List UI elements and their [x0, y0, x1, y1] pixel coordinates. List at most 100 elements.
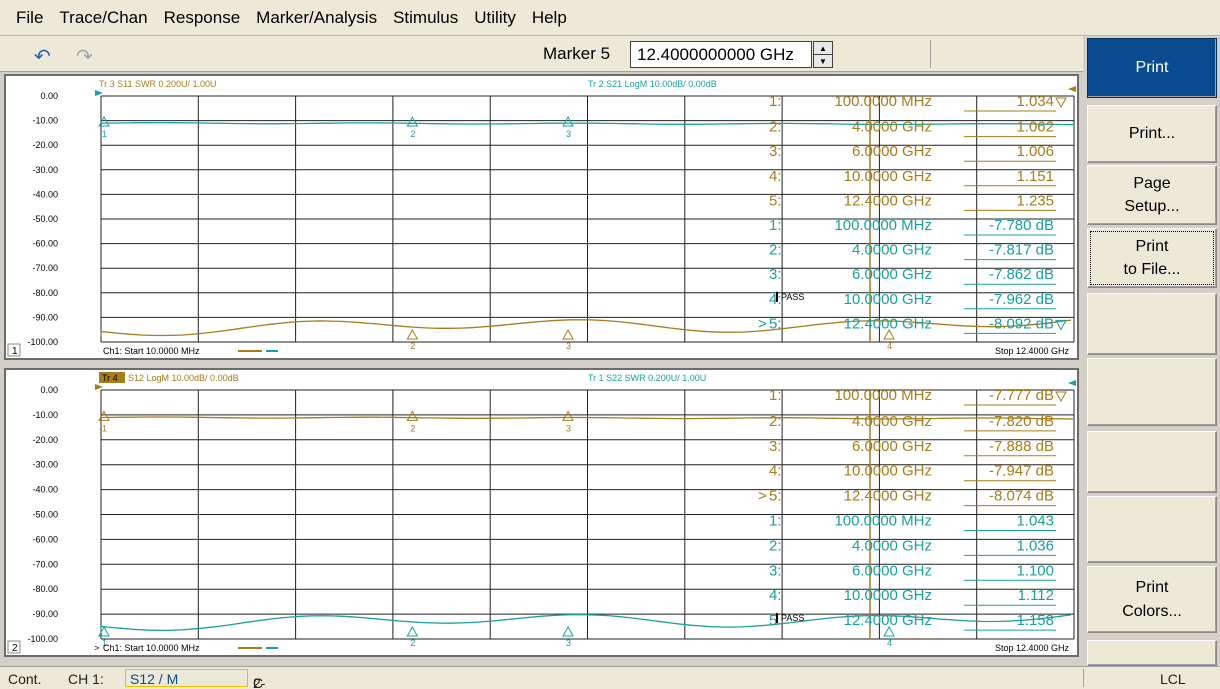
marker-triangle[interactable]: [406, 116, 419, 127]
start-frequency[interactable]: Ch1: Start 10.0000 MHz: [103, 643, 200, 653]
trace-upper[interactable]: [100, 121, 1074, 126]
marker-readout-row[interactable]: 2: 4.0000 GHz -7.820 dB: [769, 413, 1056, 432]
marker-label: Marker 5: [543, 44, 611, 63]
active-trace-tag[interactable]: [99, 372, 125, 383]
marker-frequency-input[interactable]: 12.4000000000 GHz: [630, 41, 812, 68]
menu-marker-analysis[interactable]: Marker/Analysis: [256, 7, 378, 27]
marker-readout-row[interactable]: 4: 10.0000 GHz -7.962 dB: [769, 291, 1056, 310]
channel-plot[interactable]: 0.00 -10.00 -20.00 -30.00 -40.00 -50.00 -60.00…: [6, 76, 1077, 358]
marker-readout-row[interactable]: 3: 6.0000 GHz -7.888 dB: [769, 438, 1056, 457]
spin-up-icon[interactable]: ▲: [814, 42, 832, 55]
trace-label-left[interactable]: S12 LogM 10.00dB/ 0.00dB: [128, 373, 239, 383]
marker-readout-number: 2:: [769, 242, 782, 259]
marker-readout-row[interactable]: 3: 6.0000 GHz -7.862 dB: [769, 266, 1056, 285]
marker-readout-value: 1.158: [1016, 612, 1054, 629]
y-tick-label: -30.00: [32, 460, 58, 470]
marker-readout-value: 1.043: [1016, 513, 1054, 530]
trace-lower[interactable]: [100, 613, 1072, 634]
toolbar-divider: [930, 40, 931, 68]
marker-readout-row[interactable]: 3: 6.0000 GHz 1.100: [769, 562, 1056, 581]
softkey-label: Print...: [1128, 125, 1176, 143]
softkey-print-colors[interactable]: Print Colors...: [1087, 566, 1217, 633]
trace-label-center[interactable]: Tr 1 S22 SWR 0.200U/ 1.00U: [588, 373, 706, 383]
marker-readout-row[interactable]: 2: 4.0000 GHz 1.062: [769, 119, 1056, 138]
reference-arrow-right[interactable]: [1068, 380, 1076, 386]
softkey-page-setup[interactable]: Page Setup...: [1087, 165, 1217, 225]
reference-arrow-left[interactable]: [95, 384, 103, 390]
stop-frequency[interactable]: Stop 12.4000 GHz: [995, 346, 1070, 356]
marker-triangle[interactable]: [406, 625, 419, 637]
softkey-print[interactable]: Print...: [1087, 105, 1217, 163]
marker-readout-row[interactable]: 4: 10.0000 GHz 1.151: [769, 168, 1056, 187]
trace-lower[interactable]: [100, 319, 1072, 337]
marker-readout-number: 4:: [769, 168, 782, 185]
marker-readout-row[interactable]: 5: 12.4000 GHz 1.235: [769, 192, 1056, 211]
marker-triangle[interactable]: [883, 625, 895, 637]
marker-triangle[interactable]: [562, 625, 574, 637]
marker-readout-row[interactable]: 4: 10.0000 GHz 1.112: [769, 587, 1056, 606]
marker-readout-number: 4:: [769, 587, 782, 604]
marker-triangle[interactable]: [98, 625, 110, 637]
marker-readout-row[interactable]: 2: 4.0000 GHz 1.036: [769, 537, 1056, 556]
softkey-blank-7[interactable]: [1087, 431, 1217, 493]
active-measurement-box[interactable]: S12 / M: [125, 669, 248, 687]
channel-window-2[interactable]: 0.00 -10.00 -20.00 -30.00 -40.00 -50.00 -60.00…: [4, 368, 1079, 657]
marker-readout-row[interactable]: 3: 6.0000 GHz 1.006: [769, 143, 1056, 162]
softkey-blank-5[interactable]: [1087, 293, 1217, 355]
marker-readout-frequency: 12.4000 GHz: [844, 192, 932, 209]
marker-triangle[interactable]: [562, 328, 574, 340]
marker-triangle[interactable]: [562, 410, 574, 421]
softkey-print-to-file[interactable]: Print to File...: [1087, 228, 1217, 288]
marker-number: 4: [887, 341, 892, 351]
channel-number[interactable]: 1: [12, 346, 18, 357]
marker-readout-row[interactable]: 1: 100.0000 MHz 1.034: [769, 93, 1067, 112]
marker-readout-row[interactable]: 1: 100.0000 MHz 1.043: [769, 513, 1056, 531]
undo-icon[interactable]: ↶: [34, 46, 51, 68]
softkey-blank-10[interactable]: [1087, 640, 1217, 666]
marker-triangle[interactable]: [406, 328, 419, 340]
trace-label-center[interactable]: Tr 2 S21 LogM 10.00dB/ 0.00dB: [588, 79, 717, 89]
marker-triangle[interactable]: [883, 328, 895, 340]
marker-triangle[interactable]: [562, 116, 574, 127]
channel-plot[interactable]: 0.00 -10.00 -20.00 -30.00 -40.00 -50.00 -60.00…: [6, 370, 1077, 655]
softkey-label: Print: [1135, 59, 1169, 77]
marker-readout-row[interactable]: >5: 12.4000 GHz -8.092 dB: [758, 315, 1067, 334]
marker-readout-row[interactable]: 1: 100.0000 MHz -7.780 dB: [769, 217, 1056, 236]
reference-arrow-right[interactable]: [1068, 86, 1076, 92]
channel-number[interactable]: 2: [12, 643, 18, 654]
menu-help[interactable]: Help: [531, 7, 567, 27]
menu-response[interactable]: Response: [163, 7, 241, 27]
marker-triangle[interactable]: [98, 410, 110, 421]
softkey-print[interactable]: Print: [1087, 38, 1217, 98]
redo-icon[interactable]: ↷: [76, 46, 93, 68]
marker-readout-row[interactable]: >5: 12.4000 GHz -8.074 dB: [758, 488, 1056, 507]
menu-utility[interactable]: Utility: [474, 7, 516, 27]
y-tick-label: 0.00: [40, 91, 58, 101]
active-trace-tag-label: Tr 4: [102, 373, 118, 383]
start-frequency[interactable]: Ch1: Start 10.0000 MHz: [103, 346, 200, 356]
marker-triangle[interactable]: [98, 116, 110, 127]
marker-readout-row[interactable]: 2: 4.0000 GHz -7.817 dB: [769, 242, 1056, 261]
marker-readout-row[interactable]: 5 12.4000 GHz 1.158: [769, 612, 1056, 631]
trace-upper[interactable]: [100, 416, 1074, 420]
menu-file[interactable]: File: [16, 7, 44, 27]
marker-readout-value: -7.947 dB: [989, 463, 1054, 480]
softkey-blank-8[interactable]: [1087, 496, 1217, 563]
marker-number: 4: [887, 638, 892, 648]
y-tick-label: -50.00: [32, 510, 58, 520]
marker-readout-row[interactable]: 4: 10.0000 GHz -7.947 dB: [769, 463, 1056, 482]
spin-down-icon[interactable]: ▼: [819, 57, 827, 66]
menu-stimulus[interactable]: Stimulus: [393, 7, 459, 27]
marker-readout-row[interactable]: 1: 100.0000 MHz -7.777 dB: [769, 387, 1067, 406]
softkey-blank-6[interactable]: [1087, 358, 1217, 426]
marker-number: 3: [566, 129, 571, 139]
menu-trace-chan[interactable]: Trace/Chan: [59, 7, 148, 27]
marker-triangle[interactable]: [406, 410, 419, 421]
trace-label-left[interactable]: Tr 3 S11 SWR 0.200U/ 1.00U: [99, 79, 217, 89]
reference-arrow-left[interactable]: [95, 90, 103, 96]
channel-window-1[interactable]: 0.00 -10.00 -20.00 -30.00 -40.00 -50.00 -60.00…: [4, 74, 1079, 360]
marker-spinner[interactable]: ▲ ▼: [813, 41, 833, 68]
marker-readout-frequency: 100.0000 MHz: [834, 93, 932, 110]
stop-frequency[interactable]: Stop 12.4000 GHz: [995, 643, 1070, 653]
softkey-label: Print: [1135, 237, 1169, 255]
